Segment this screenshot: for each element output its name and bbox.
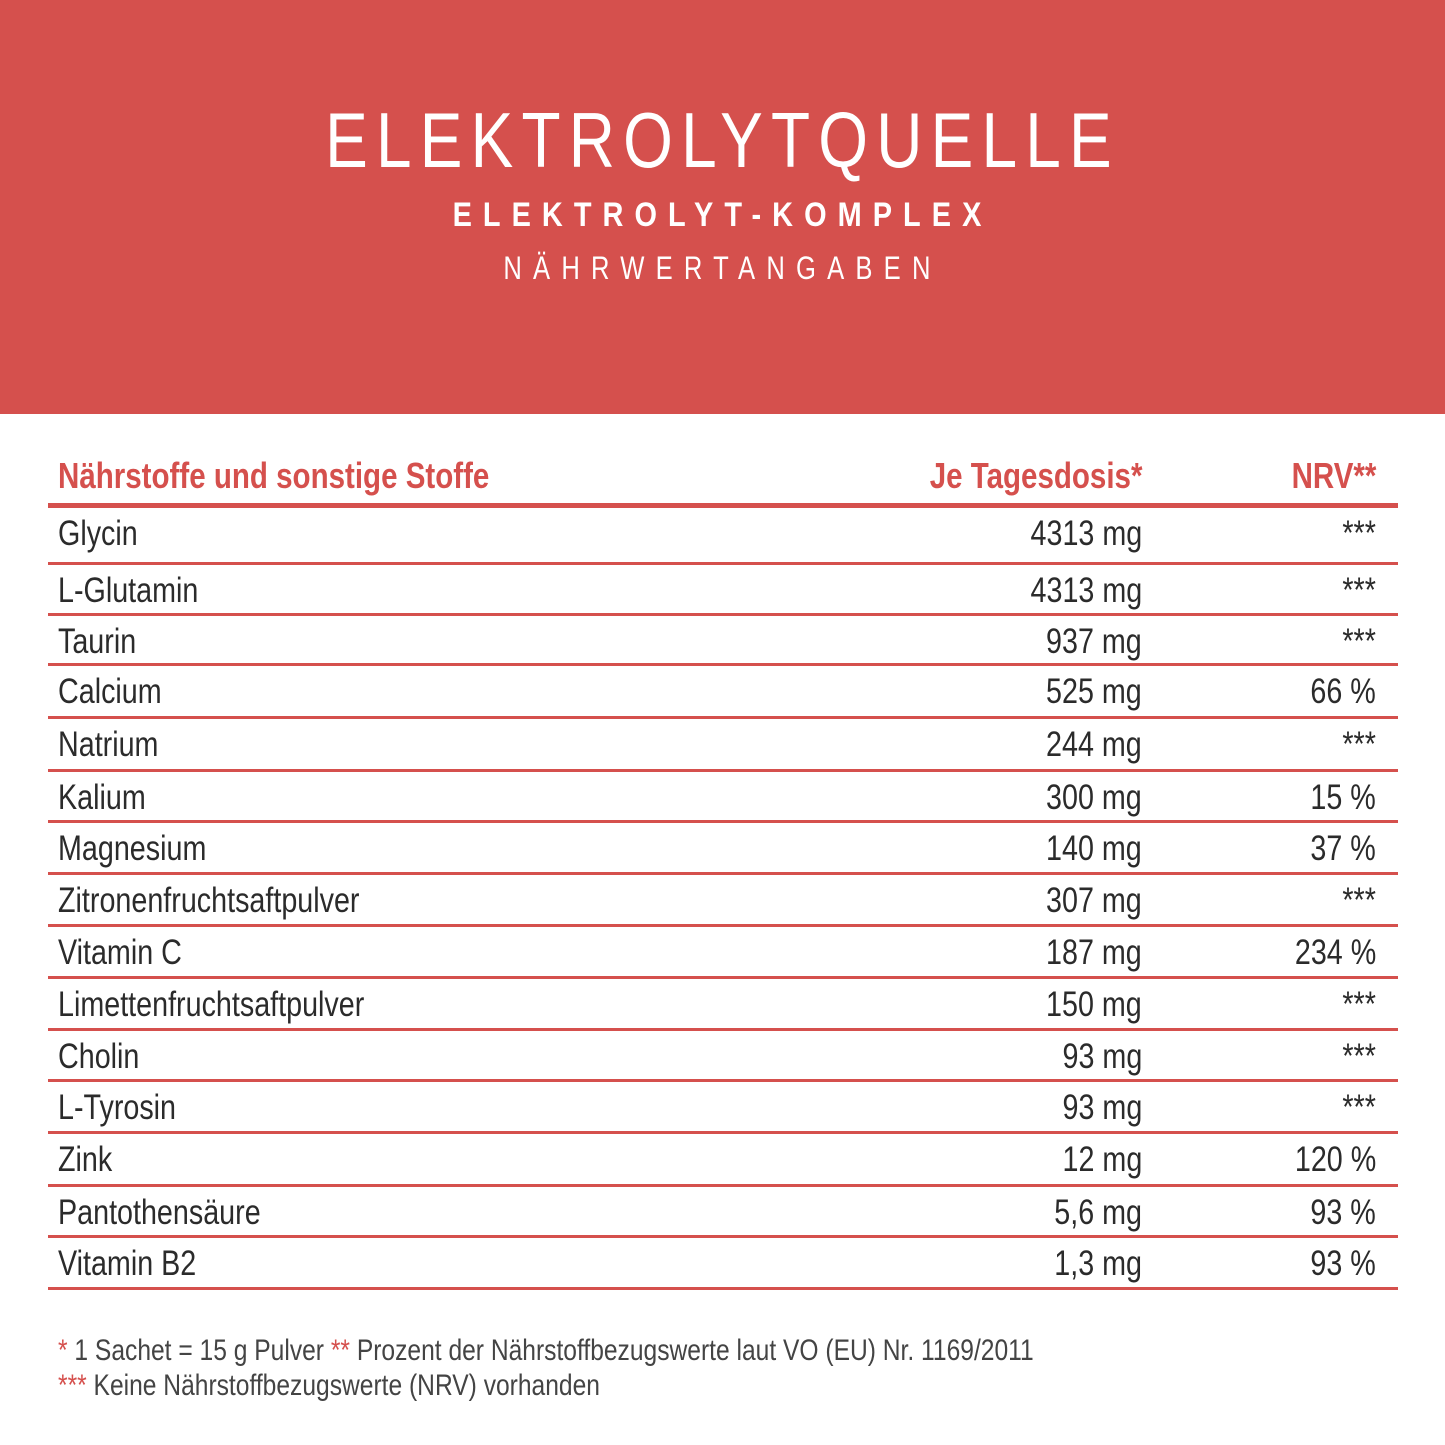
- nrv-value: ***: [1342, 622, 1376, 661]
- nutrient-name: Vitamin B2: [58, 1244, 197, 1283]
- footnote-line-1: * 1 Sachet = 15 g Pulver ** Prozent der …: [58, 1334, 1034, 1367]
- table-row: Kalium 300 mg 15 %: [48, 772, 1398, 823]
- footnote-line-2: *** Keine Nährstoffbezugswerte (NRV) vor…: [58, 1369, 600, 1402]
- table-row: Limettenfruchtsaftpulver 150 mg ***: [48, 979, 1398, 1031]
- column-header-amount: Je Tagesdosis*: [929, 455, 1142, 496]
- column-header-nrv: NRV**: [1291, 455, 1376, 496]
- section-title: NÄHRWERTANGABEN: [503, 250, 942, 286]
- amount-value: 5,6 mg: [1054, 1193, 1142, 1232]
- nutrient-name: Cholin: [58, 1037, 140, 1076]
- table-row: L-Tyrosin 93 mg ***: [48, 1082, 1398, 1134]
- nutrient-name: Limettenfruchtsaftpulver: [58, 985, 365, 1024]
- amount-value: 4313 mg: [1030, 571, 1142, 610]
- nrv-value: ***: [1342, 881, 1376, 920]
- amount-value: 93 mg: [1062, 1088, 1142, 1127]
- amount-value: 140 mg: [1046, 829, 1142, 868]
- nutrient-name: Natrium: [58, 725, 159, 764]
- amount-value: 244 mg: [1046, 725, 1142, 764]
- nrv-value: 37 %: [1310, 829, 1376, 868]
- nrv-value: 93 %: [1310, 1244, 1376, 1283]
- table-row: Cholin 93 mg ***: [48, 1031, 1398, 1082]
- table-row: Taurin 937 mg ***: [48, 616, 1398, 666]
- nrv-value: ***: [1342, 1088, 1376, 1127]
- nrv-value: 93 %: [1310, 1193, 1376, 1232]
- amount-value: 150 mg: [1046, 985, 1142, 1024]
- nrv-value: 120 %: [1294, 1140, 1376, 1179]
- table-row: Calcium 525 mg 66 %: [48, 666, 1398, 719]
- nutrient-name: Zitronenfruchtsaftpulver: [58, 881, 360, 920]
- amount-value: 300 mg: [1046, 778, 1142, 817]
- header-divider: [48, 503, 1398, 508]
- amount-value: 12 mg: [1062, 1140, 1142, 1179]
- amount-value: 1,3 mg: [1054, 1244, 1142, 1283]
- amount-value: 93 mg: [1062, 1037, 1142, 1076]
- nutrient-name: Magnesium: [58, 829, 207, 868]
- nutrient-name: L-Glutamin: [58, 571, 199, 610]
- table-row: Vitamin C 187 mg 234 %: [48, 927, 1398, 979]
- header-banner: ELEKTROLYTQUELLE ELEKTROLYT-KOMPLEX NÄHR…: [0, 0, 1445, 414]
- nutrient-name: Zink: [58, 1140, 113, 1179]
- product-title: ELEKTROLYTQUELLE: [325, 96, 1120, 184]
- nutrient-name: Vitamin C: [58, 933, 182, 972]
- table-row: Pantothensäure 5,6 mg 93 %: [48, 1187, 1398, 1238]
- nrv-value: ***: [1342, 725, 1376, 764]
- product-subtitle: ELEKTROLYT-KOMPLEX: [452, 196, 993, 234]
- column-header-nutrient: Nährstoffe und sonstige Stoffe: [58, 455, 490, 496]
- table-row: Zink 12 mg 120 %: [48, 1134, 1398, 1187]
- nutrient-name: Calcium: [58, 672, 162, 711]
- nutrient-name: Kalium: [58, 778, 146, 817]
- table-row: Zitronenfruchtsaftpulver 307 mg ***: [48, 875, 1398, 927]
- table-row: Vitamin B2 1,3 mg 93 %: [48, 1238, 1398, 1290]
- amount-value: 525 mg: [1046, 672, 1142, 711]
- amount-value: 4313 mg: [1030, 514, 1142, 553]
- nutrient-name: Taurin: [58, 622, 137, 661]
- table-row: Natrium 244 mg ***: [48, 719, 1398, 772]
- nrv-value: 15 %: [1310, 778, 1376, 817]
- nrv-value: ***: [1342, 571, 1376, 610]
- table-row: Glycin 4313 mg ***: [48, 508, 1398, 565]
- table-row: Magnesium 140 mg 37 %: [48, 823, 1398, 875]
- amount-value: 937 mg: [1046, 622, 1142, 661]
- amount-value: 187 mg: [1046, 933, 1142, 972]
- nutrient-name: L-Tyrosin: [58, 1088, 177, 1127]
- nrv-value: ***: [1342, 985, 1376, 1024]
- nutrient-name: Glycin: [58, 514, 138, 553]
- nutrient-name: Pantothensäure: [58, 1193, 261, 1232]
- nrv-value: 234 %: [1294, 933, 1376, 972]
- amount-value: 307 mg: [1046, 881, 1142, 920]
- nrv-value: ***: [1342, 514, 1376, 553]
- nrv-value: ***: [1342, 1037, 1376, 1076]
- nrv-value: 66 %: [1310, 672, 1376, 711]
- table-row: L-Glutamin 4313 mg ***: [48, 565, 1398, 616]
